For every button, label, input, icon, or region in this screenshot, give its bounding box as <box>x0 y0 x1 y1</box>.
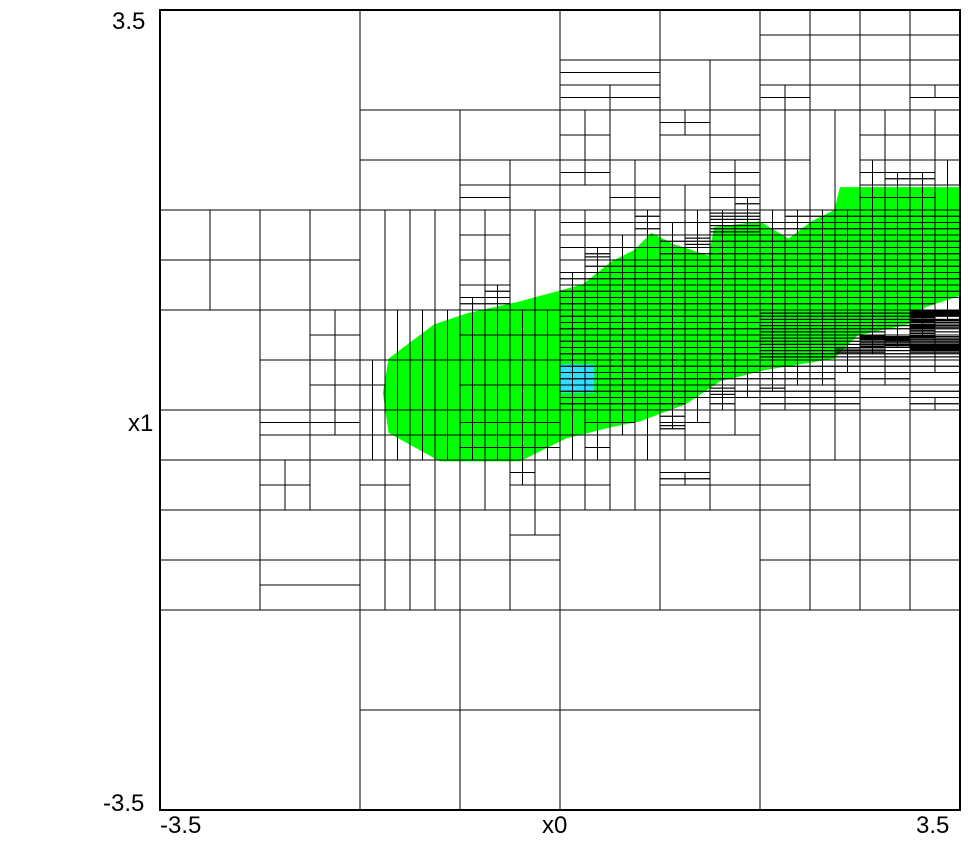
y-axis-label: x1 <box>128 410 154 437</box>
x-tick-left: -3.5 <box>160 812 202 839</box>
grid-cell <box>759 609 960 810</box>
y-tick-top: 3.5 <box>112 8 146 35</box>
band-region <box>382 187 960 462</box>
x-tick-right: 3.5 <box>916 812 950 839</box>
x-axis-label: x0 <box>542 812 568 839</box>
plot-frame <box>159 9 961 811</box>
y-tick-bottom: -3.5 <box>103 790 145 817</box>
quadtree-grid <box>160 10 960 810</box>
